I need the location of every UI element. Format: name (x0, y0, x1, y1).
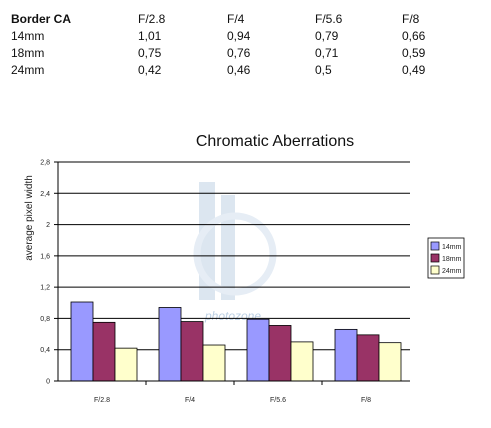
y-tick-label: 2,4 (40, 191, 50, 198)
table-row: 18mm 0,75 0,76 0,71 0,59 (11, 45, 462, 62)
table-column-header: F/5.6 (315, 12, 343, 26)
table-row: 24mm 0,42 0,46 0,5 0,49 (11, 62, 462, 79)
x-tick-label: F/5.6 (270, 397, 286, 404)
bar-18mm-F/2.8 (92, 321, 116, 382)
bar-24mm-F/4 (202, 344, 226, 382)
bar-18mm-F/8 (356, 334, 380, 382)
table-column-header: F/4 (227, 12, 245, 26)
bars (70, 301, 402, 382)
bar-24mm-F/2.8 (114, 347, 138, 382)
table-cell: 0,66 (402, 29, 426, 43)
table-cell: 0,94 (227, 29, 251, 43)
legend-swatch (430, 253, 440, 263)
y-tick-label: 0,8 (40, 316, 50, 323)
table-cell: 0,59 (402, 46, 426, 60)
y-tick-label: 2,8 (40, 160, 50, 167)
table-cell: 0,49 (402, 63, 426, 77)
bar-14mm-F/5.6 (246, 318, 270, 382)
table-row-label: 14mm (11, 29, 45, 43)
table-header-row: Border CA F/2.8 F/4 F/5.6 F/8 (11, 11, 462, 28)
axes: 0 0,4 0,8 1,2 1,6 2 2,4 2,8 F/2.8 F/4 F/5.6 F/8 (40, 160, 410, 404)
bar-18mm-F/5.6 (268, 325, 292, 382)
table-cell: 0,75 (138, 46, 162, 60)
table-row-label: 24mm (11, 63, 45, 77)
table-column-header: F/8 (402, 12, 420, 26)
x-tick-label: F/4 (185, 397, 195, 404)
y-tick-label: 0 (46, 379, 50, 386)
bar-14mm-F/4 (158, 307, 182, 382)
y-tick-label: 0,4 (40, 347, 50, 354)
table-cell: 0,79 (315, 29, 339, 43)
legend-swatch (430, 241, 440, 251)
bar-24mm-F/8 (378, 342, 402, 382)
table-corner-label: Border CA (11, 12, 72, 26)
legend-label: 24mm (442, 268, 462, 275)
bar-14mm-F/2.8 (70, 301, 94, 382)
legend: 14mm 18mm 24mm (427, 237, 465, 279)
border-ca-table: Border CA F/2.8 F/4 F/5.6 F/8 14mm 1,01 … (11, 11, 462, 79)
bar-24mm-F/5.6 (290, 341, 314, 382)
y-tick-label: 2 (46, 222, 50, 229)
watermark-logo-ring (193, 212, 277, 296)
table-cell: 0,46 (227, 63, 251, 77)
table-row: 14mm 1,01 0,94 0,79 0,66 (11, 28, 462, 45)
table-cell: 0,76 (227, 46, 251, 60)
table-cell: 0,71 (315, 46, 339, 60)
table-row-label: 18mm (11, 46, 45, 60)
y-tick-label: 1,2 (40, 285, 50, 292)
bar-18mm-F/4 (180, 321, 204, 382)
legend-swatch (430, 265, 440, 275)
y-axis-label: average pixel width (24, 175, 35, 261)
legend-label: 18mm (442, 256, 462, 263)
watermark: photozone (193, 182, 277, 323)
chart-title: Chromatic Aberrations (196, 133, 354, 150)
table-cell: 0,5 (315, 63, 332, 77)
table-cell: 1,01 (138, 29, 162, 43)
x-tick-label: F/2.8 (94, 397, 110, 404)
table-column-header: F/2.8 (138, 12, 166, 26)
y-tick-label: 1,6 (40, 253, 50, 260)
bar-14mm-F/8 (334, 328, 358, 382)
x-tick-label: F/8 (361, 397, 371, 404)
watermark-logo-bar (221, 195, 235, 300)
legend-label: 14mm (442, 244, 462, 251)
table-cell: 0,42 (138, 63, 162, 77)
